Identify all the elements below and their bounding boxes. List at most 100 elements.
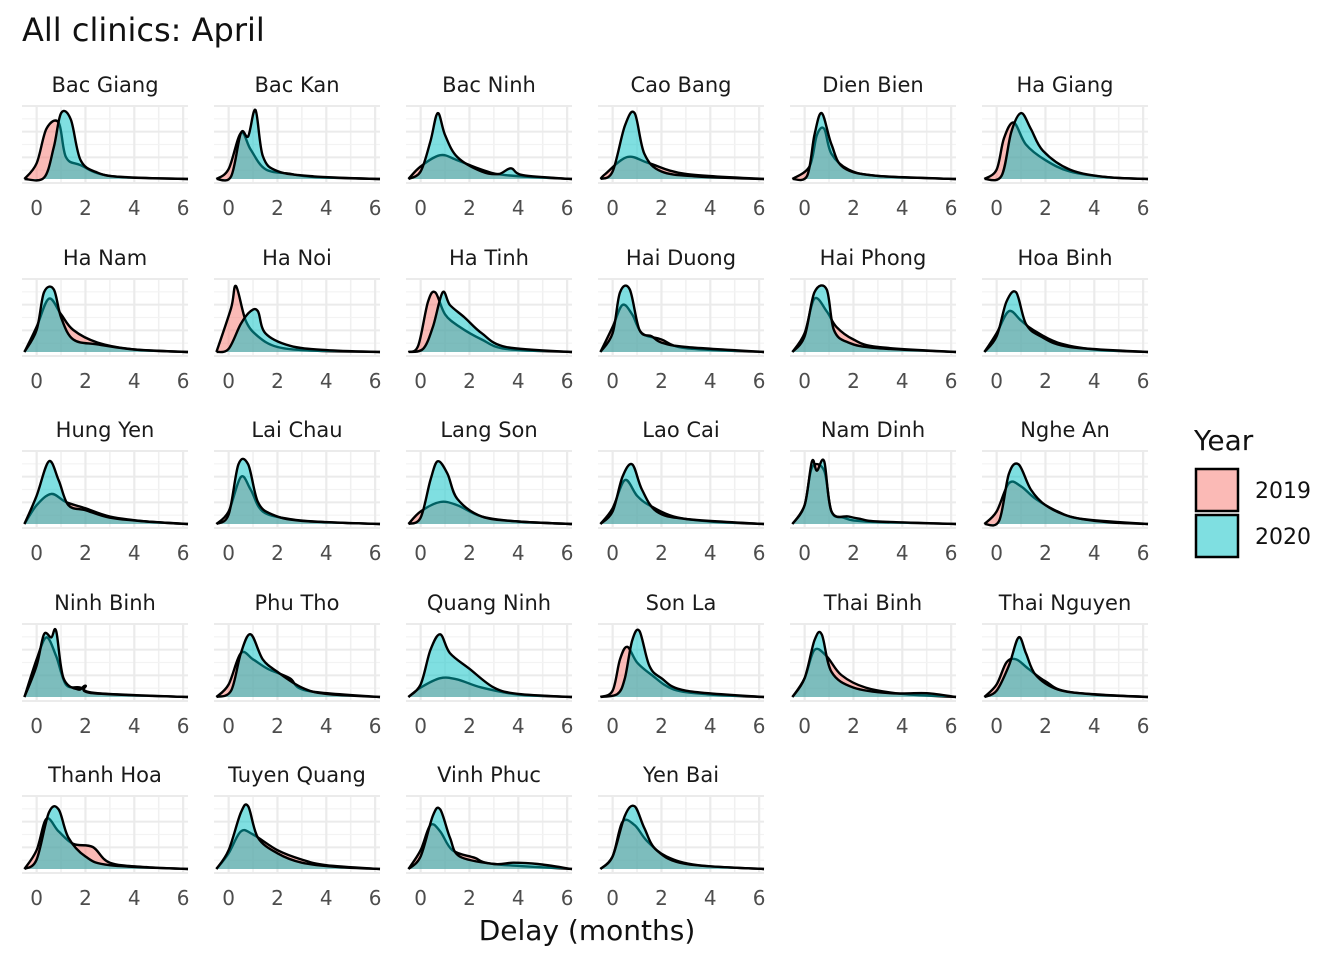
facet-strip-label: Hai Duong (626, 246, 736, 270)
density-area-2020 (792, 459, 956, 524)
density-area-2020 (408, 461, 572, 524)
x-tick-label: 2 (271, 714, 284, 738)
facet-panels: Bac Giang 0 2 4 6 Bac Kan 0 2 4 6 Bac Ninh 0 2 4 6 Cao … (22, 73, 1149, 910)
facet-panel: Ha Tinh 0 2 4 6 (406, 246, 573, 393)
density-area-2020 (216, 804, 380, 869)
density-area-2020 (600, 111, 764, 179)
density-outline-2020 (984, 462, 1149, 527)
facet-strip-label: Bac Ninh (442, 73, 536, 97)
x-tick-label: 4 (704, 369, 717, 393)
x-tick-label: 2 (271, 196, 284, 220)
density-outline-2020 (599, 462, 765, 526)
x-tick-label: 0 (222, 196, 235, 220)
x-tick-label: 0 (798, 541, 811, 565)
legend-key-2019 (1194, 467, 1240, 513)
facet-panel: Vinh Phuc 0 2 4 6 (406, 763, 573, 910)
facet-strip-label: Thai Binh (823, 591, 922, 615)
legend: Year 2019 2020 (1193, 424, 1311, 559)
x-tick-label: 2 (847, 541, 860, 565)
x-tick-label: 0 (798, 196, 811, 220)
density-area-2020 (216, 309, 380, 353)
facet-strip-label: Ninh Binh (54, 591, 156, 615)
density-outline-2020 (792, 111, 957, 182)
x-tick-label: 0 (30, 541, 43, 565)
x-tick-label: 0 (990, 714, 1003, 738)
density-area-2020 (24, 806, 189, 869)
facet-panel: Yen Bai 0 2 4 6 (598, 763, 765, 910)
facet-strip-label: Hung Yen (56, 418, 155, 442)
facet-panel: Hai Phong 0 2 4 6 (790, 246, 957, 393)
x-tick-label: 6 (369, 541, 382, 565)
density-outline-2020 (216, 307, 381, 354)
density-outline-2020 (791, 630, 957, 699)
facet-strip-label: Lang Son (440, 418, 537, 442)
facet-strip-label: Phu Tho (255, 591, 340, 615)
x-tick-label: 2 (463, 541, 476, 565)
x-tick-label: 6 (177, 714, 190, 738)
x-tick-label: 4 (896, 196, 909, 220)
x-tick-label: 4 (1088, 196, 1101, 220)
density-area-2020 (408, 291, 572, 352)
density-area-2020 (408, 634, 572, 697)
x-tick-label: 0 (222, 886, 235, 910)
x-tick-label: 4 (512, 714, 525, 738)
density-outline-2020 (600, 628, 765, 699)
x-tick-label: 4 (896, 369, 909, 393)
density-outline-2020 (599, 284, 765, 354)
x-tick-label: 2 (847, 196, 860, 220)
x-tick-label: 4 (704, 541, 717, 565)
x-tick-label: 6 (177, 886, 190, 910)
facet-panel: Ha Giang 0 2 4 6 (982, 73, 1149, 220)
x-tick-label: 6 (1137, 196, 1150, 220)
facet-strip-label: Lai Chau (251, 418, 342, 442)
facet-panel: Hung Yen 0 2 4 6 (22, 418, 189, 565)
x-tick-label: 2 (655, 886, 668, 910)
facet-strip-label: Ha Tinh (449, 246, 529, 270)
x-tick-label: 6 (369, 369, 382, 393)
x-tick-label: 2 (79, 541, 92, 565)
facet-panel: Bac Giang 0 2 4 6 (22, 73, 189, 220)
facet-strip-label: Cao Bang (631, 73, 732, 97)
density-area-2020 (792, 631, 956, 697)
density-outline-2020 (215, 633, 381, 699)
x-tick-label: 4 (320, 886, 333, 910)
facet-strip-label: Ha Noi (262, 246, 332, 270)
x-tick-label: 4 (704, 714, 717, 738)
facet-strip-label: Hoa Binh (1017, 246, 1112, 270)
x-tick-label: 6 (561, 886, 574, 910)
x-tick-label: 4 (320, 541, 333, 565)
x-tick-label: 4 (128, 196, 141, 220)
facet-panel: Phu Tho 0 2 4 6 (214, 591, 381, 738)
facet-panel: Hai Duong 0 2 4 6 (598, 246, 765, 393)
density-area-2020 (216, 458, 380, 524)
legend-label-2020: 2020 (1255, 525, 1311, 550)
x-tick-label: 6 (945, 196, 958, 220)
x-tick-label: 2 (271, 886, 284, 910)
density-outline-2020 (407, 633, 573, 699)
facet-strip-label: Tuyen Quang (227, 763, 366, 787)
facet-panel: Lang Son 0 2 4 6 (406, 418, 573, 565)
x-tick-label: 6 (945, 541, 958, 565)
x-tick-label: 6 (561, 369, 574, 393)
x-tick-label: 4 (1088, 541, 1101, 565)
x-tick-label: 4 (320, 714, 333, 738)
density-outline-2020 (791, 284, 957, 354)
x-tick-label: 2 (463, 886, 476, 910)
facet-strip-label: Lao Cai (642, 418, 719, 442)
x-tick-label: 2 (655, 369, 668, 393)
legend-label-2019: 2019 (1255, 479, 1311, 504)
x-tick-label: 2 (79, 714, 92, 738)
x-tick-label: 0 (414, 541, 427, 565)
x-tick-label: 2 (463, 196, 476, 220)
x-tick-label: 4 (896, 714, 909, 738)
facet-strip-label: Bac Kan (254, 73, 339, 97)
x-tick-label: 4 (512, 886, 525, 910)
density-outline-2020 (599, 804, 765, 871)
x-tick-label: 4 (704, 886, 717, 910)
x-tick-label: 6 (945, 369, 958, 393)
facet-panel: Ha Nam 0 2 4 6 (22, 246, 189, 393)
x-tick-label: 6 (945, 714, 958, 738)
density-outline-2020 (407, 460, 573, 526)
